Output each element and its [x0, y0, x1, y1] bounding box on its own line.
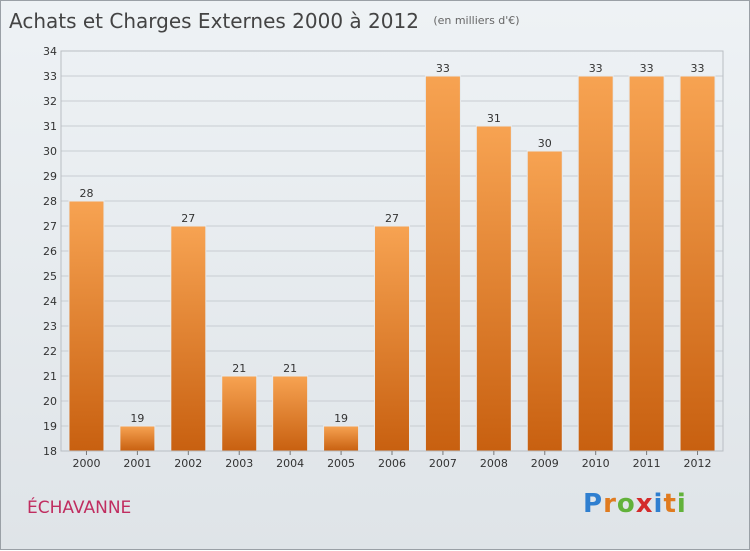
y-tick-label: 26	[43, 245, 57, 258]
chart-subtitle: (en milliers d'€)	[433, 14, 520, 27]
data-label: 33	[589, 62, 603, 75]
y-tick-label: 18	[43, 445, 57, 458]
bar-2012	[679, 75, 716, 452]
y-tick-label: 30	[43, 145, 57, 158]
labels: 28 19 27 21 21 19 27 33 31 30 33 33 33	[79, 62, 704, 425]
bar-2006	[374, 225, 410, 452]
y-tick-label: 22	[43, 345, 57, 358]
bar-2004	[272, 375, 309, 452]
bar-2005	[323, 425, 360, 452]
commune-name: ÉCHAVANNE	[27, 498, 132, 518]
y-tick-label: 27	[43, 220, 57, 233]
bar-2001	[119, 425, 156, 452]
y-tick-label: 33	[43, 70, 57, 83]
chart-title-text: Achats et Charges Externes 2000 à 2012	[9, 9, 419, 33]
x-tick-label: 2003	[225, 457, 253, 470]
data-label: 21	[232, 362, 246, 375]
data-label: 33	[640, 62, 654, 75]
x-tick-label: 2007	[429, 457, 457, 470]
data-label: 27	[385, 212, 399, 225]
x-tick-label: 2004	[276, 457, 304, 470]
bar-2011	[628, 75, 665, 452]
y-tick-label: 29	[43, 170, 57, 183]
y-tick-label: 34	[43, 45, 57, 58]
y-tick-label: 21	[43, 370, 57, 383]
y-tick-label: 23	[43, 320, 57, 333]
data-label: 28	[79, 187, 93, 200]
bar-2007	[424, 75, 461, 452]
bars	[68, 75, 716, 452]
chart-title: Achats et Charges Externes 2000 à 2012 (…	[9, 9, 520, 33]
x-tick-label: 2009	[531, 457, 559, 470]
data-label: 19	[334, 412, 348, 425]
x-tick-label: 2010	[582, 457, 610, 470]
bar-2000	[68, 200, 105, 452]
y-tick-label: 20	[43, 395, 57, 408]
bar-2003	[221, 375, 258, 452]
bar-2009	[526, 150, 563, 452]
y-tick-label: 25	[43, 270, 57, 283]
x-tick-label: 2011	[633, 457, 661, 470]
y-tick-label: 19	[43, 420, 57, 433]
y-tick-label: 32	[43, 95, 57, 108]
data-label: 33	[436, 62, 450, 75]
axes: 18 19 20 21 22 23 24 25 26 27 28 29 30 31 32 33 34 2000 20…	[43, 45, 724, 470]
data-label: 27	[181, 212, 195, 225]
y-tick-label: 31	[43, 120, 57, 133]
x-tick-label: 2006	[378, 457, 406, 470]
y-tick-label: 28	[43, 195, 57, 208]
proxiti-logo: Proxiti	[583, 489, 687, 519]
x-tick-label: 2012	[684, 457, 712, 470]
data-label: 19	[130, 412, 144, 425]
x-tick-label: 2002	[174, 457, 202, 470]
bar-2010	[577, 75, 614, 452]
x-tick-label: 2001	[123, 457, 151, 470]
y-tick-label: 24	[43, 295, 57, 308]
x-tick-label: 2005	[327, 457, 355, 470]
data-label: 31	[487, 112, 501, 125]
data-label: 21	[283, 362, 297, 375]
data-label: 33	[691, 62, 705, 75]
bar-2002	[170, 225, 207, 452]
data-label: 30	[538, 137, 552, 150]
x-tick-label: 2000	[72, 457, 100, 470]
bar-2008	[475, 125, 512, 452]
x-tick-label: 2008	[480, 457, 508, 470]
